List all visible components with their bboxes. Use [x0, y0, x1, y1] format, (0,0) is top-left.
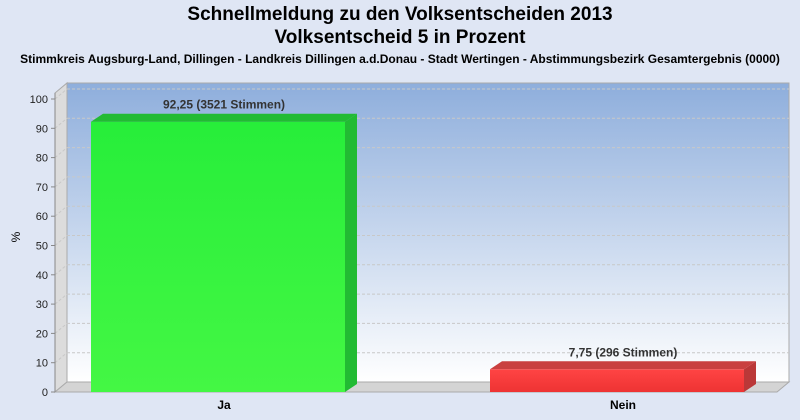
y-tick-label: 100: [30, 94, 48, 106]
gridline-side: [54, 352, 68, 364]
bar-top-nein: [490, 361, 756, 370]
gridline-side: [54, 323, 68, 334]
y-tick-label: 0: [42, 387, 48, 399]
gridline-side: [54, 176, 68, 188]
y-tick-label: 80: [36, 153, 48, 165]
gridline-side: [54, 293, 68, 305]
chart-subtitle: Stimmkreis Augsburg-Land, Dillingen - La…: [20, 52, 780, 66]
y-axis-label: %: [9, 231, 23, 242]
data-label: 92,25 (3521 Stimmen): [163, 98, 285, 112]
gridline-side: [54, 147, 68, 158]
bar-nein: [490, 369, 744, 392]
gridline-side: [54, 117, 68, 129]
chart-title: Schnellmeldung zu den Volksentscheiden 2…: [187, 4, 613, 25]
y-tick-label: 40: [36, 270, 48, 282]
gridline-side: [54, 205, 68, 217]
y-tick-label: 20: [36, 328, 48, 340]
y-tick-label: 60: [36, 211, 48, 223]
y-tick-label: 90: [36, 123, 48, 135]
y-tick-label: 70: [36, 182, 48, 194]
bar-ja: [91, 121, 345, 393]
y-tick-label: 30: [36, 299, 48, 311]
chart-title-2: Volksentscheid 5 in Prozent: [274, 27, 526, 48]
gridline-side: [54, 264, 68, 276]
bar-top-ja: [91, 113, 357, 122]
y-tick-label: 10: [36, 358, 48, 370]
gridline-side: [54, 88, 68, 100]
bar-side-nein: [744, 361, 756, 392]
gridline-side: [54, 235, 68, 246]
bar-side-ja: [345, 113, 357, 393]
x-tick-label: Nein: [610, 398, 636, 412]
data-label: 7,75 (296 Stimmen): [569, 345, 678, 359]
y-tick-label: 50: [36, 241, 48, 253]
x-tick-label: Ja: [217, 398, 231, 412]
